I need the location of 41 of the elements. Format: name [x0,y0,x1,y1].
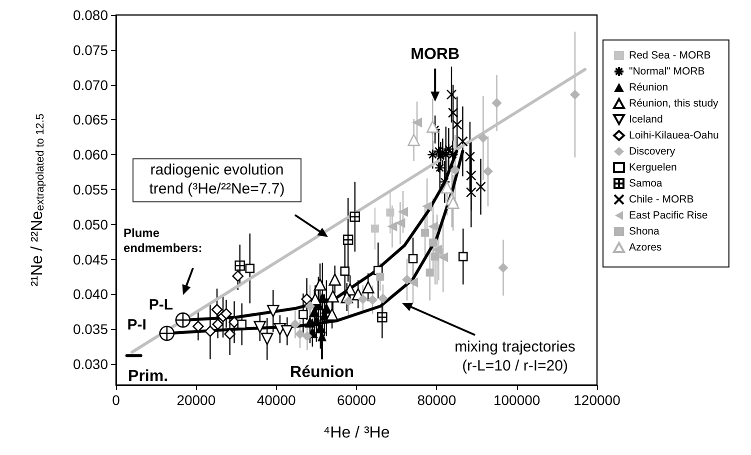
annotation: radiogenic evolution trend (³He/²²Ne=7.7) [132,158,302,202]
legend-label: Samoa [629,178,662,190]
y-tick-label: 0.035 [72,321,108,338]
annotation: Plume endmembers: [124,226,204,256]
x-tick-label: 100000 [493,392,540,408]
annotation: MORB [410,44,460,65]
x-tick-label: 60000 [337,392,376,408]
x-tick-label: 20000 [176,392,216,408]
y-axis-title: ²¹Ne / ²²Neextrapolated to 12.5 [29,114,46,286]
legend-label: Réunion [629,82,668,94]
legend-label: Loihi-Kilauea-Oahu [629,130,720,142]
y-tick-label: 0.080 [72,7,108,23]
y-tick-label: 0.055 [72,182,108,198]
legend-label: Réunion, this study [629,98,720,110]
y-tick-label: 0.075 [72,42,108,58]
annotation: Réunion [290,363,354,384]
legend-label: Chile - MORB [629,194,694,206]
x-tick-label: 0 [112,392,120,408]
x-tick-label: 120000 [574,392,621,408]
y-tick-label: 0.060 [72,146,108,163]
y-tick-label: 0.070 [72,76,108,93]
x-axis-title: ⁴He / ³He [323,424,390,442]
y-tick-label: 0.065 [72,112,108,128]
annotation: P-L [148,296,174,316]
legend-label: Azores [629,242,662,254]
legend-label: East Pacific Rise [629,210,708,222]
annotation: Prim. [128,366,168,387]
x-tick-label: 80000 [417,392,456,408]
legend-label: Shona [629,226,660,238]
legend-label: "Normal" MORB [629,66,705,78]
legend-label: Kerguelen [629,162,678,174]
y-tick-label: 0.040 [72,286,108,302]
y-tick-label: 0.030 [72,356,108,372]
x-tick-label: 40000 [256,392,296,408]
legend-label: Iceland [629,114,664,126]
annotation: P-I [127,316,146,336]
legend-label: Discovery [629,146,676,158]
annotation: mixing trajectories (r-L=10 / r-I=20) [454,338,576,376]
legend-label: Red Sea - MORB [629,50,711,62]
y-tick-label: 0.045 [72,251,108,268]
y-tick-label: 0.050 [72,216,108,232]
